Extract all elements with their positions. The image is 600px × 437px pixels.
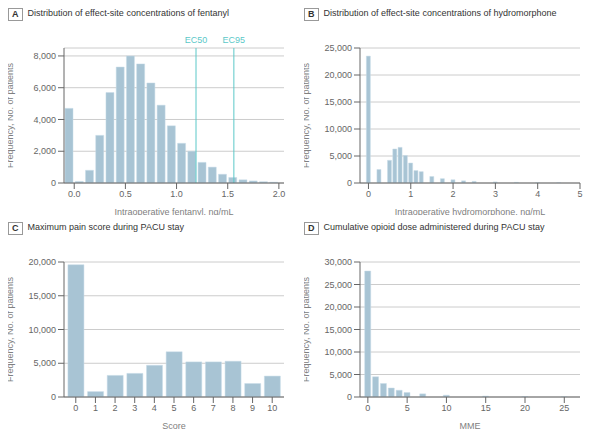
svg-text:15,000: 15,000 (28, 290, 56, 300)
svg-text:1: 1 (408, 189, 413, 199)
svg-text:2,000: 2,000 (33, 146, 56, 156)
svg-text:8: 8 (230, 403, 235, 413)
svg-text:30,000: 30,000 (324, 257, 352, 267)
svg-text:EC95: EC95 (223, 35, 246, 45)
svg-text:Intraoperative fentanyl, ng/mL: Intraoperative fentanyl, ng/mL (114, 207, 233, 215)
svg-text:Intraoperative hydromorphone,: Intraoperative hydromorphone, ng/mL (395, 207, 546, 215)
svg-text:25,000: 25,000 (324, 43, 352, 53)
svg-text:Score: Score (162, 421, 186, 429)
svg-text:10: 10 (267, 403, 277, 413)
svg-text:25,000: 25,000 (324, 279, 352, 289)
svg-text:15: 15 (481, 403, 491, 413)
svg-text:5,000: 5,000 (329, 369, 352, 379)
svg-text:20,000: 20,000 (324, 302, 352, 312)
svg-text:5: 5 (171, 403, 176, 413)
svg-text:4,000: 4,000 (33, 115, 56, 125)
svg-text:0.0: 0.0 (68, 189, 81, 199)
svg-text:4: 4 (535, 189, 540, 199)
svg-text:EC50: EC50 (185, 35, 208, 45)
svg-text:Frequency, No. of patients: Frequency, No. of patients (8, 276, 15, 381)
svg-text:3: 3 (493, 189, 498, 199)
svg-text:0: 0 (347, 392, 352, 402)
html-text:A: A (12, 9, 19, 19)
svg-text:1: 1 (93, 403, 98, 413)
svg-text:0: 0 (365, 403, 370, 413)
svg-text:2: 2 (451, 189, 456, 199)
svg-text:Frequency, No. of patients: Frequency, No. of patients (304, 63, 311, 168)
svg-text:10,000: 10,000 (324, 124, 352, 134)
svg-text:1.5: 1.5 (221, 189, 234, 199)
svg-text:5,000: 5,000 (33, 358, 56, 368)
html-text:Distribution of effect-site co: Distribution of effect-site concentratio… (323, 8, 557, 18)
html-text:B: B (308, 9, 315, 19)
svg-text:20: 20 (520, 403, 530, 413)
svg-text:0: 0 (51, 392, 56, 402)
svg-text:6,000: 6,000 (33, 83, 56, 93)
svg-text:6: 6 (191, 403, 196, 413)
svg-text:Frequency, No. of patients: Frequency, No. of patients (304, 276, 311, 381)
html-text:Maximum pain score during PACU: Maximum pain score during PACU stay (27, 221, 184, 232)
svg-text:1.0: 1.0 (170, 189, 183, 199)
html-text:C: C (12, 222, 19, 233)
svg-text:20,000: 20,000 (324, 70, 352, 80)
svg-text:0.5: 0.5 (119, 189, 132, 199)
svg-text:0: 0 (51, 178, 56, 188)
svg-text:3: 3 (132, 403, 137, 413)
svg-text:0: 0 (366, 189, 371, 199)
svg-text:Frequency, No. of patients: Frequency, No. of patients (8, 63, 15, 168)
html-text:Cumulative opioid dose adminis: Cumulative opioid dose administered duri… (323, 221, 545, 232)
svg-text:5,000: 5,000 (329, 151, 352, 161)
svg-text:4: 4 (152, 403, 157, 413)
svg-text:2: 2 (113, 403, 118, 413)
svg-text:0: 0 (347, 178, 352, 188)
svg-text:2.0: 2.0 (273, 189, 286, 199)
svg-text:10,000: 10,000 (324, 347, 352, 357)
svg-text:5: 5 (577, 189, 582, 199)
svg-text:5: 5 (405, 403, 410, 413)
svg-text:20,000: 20,000 (28, 257, 56, 267)
svg-text:10: 10 (441, 403, 451, 413)
svg-text:25: 25 (559, 403, 569, 413)
svg-text:8,000: 8,000 (33, 51, 56, 61)
svg-text:10,000: 10,000 (28, 324, 56, 334)
html-text:Distribution of effect-site co: Distribution of effect-site concentratio… (27, 8, 229, 18)
svg-text:0: 0 (73, 403, 78, 413)
svg-text:15,000: 15,000 (324, 324, 352, 334)
html-text:D: D (308, 222, 315, 233)
svg-text:MME: MME (460, 421, 481, 429)
svg-text:9: 9 (250, 403, 255, 413)
svg-text:7: 7 (211, 403, 216, 413)
svg-text:15,000: 15,000 (324, 97, 352, 107)
